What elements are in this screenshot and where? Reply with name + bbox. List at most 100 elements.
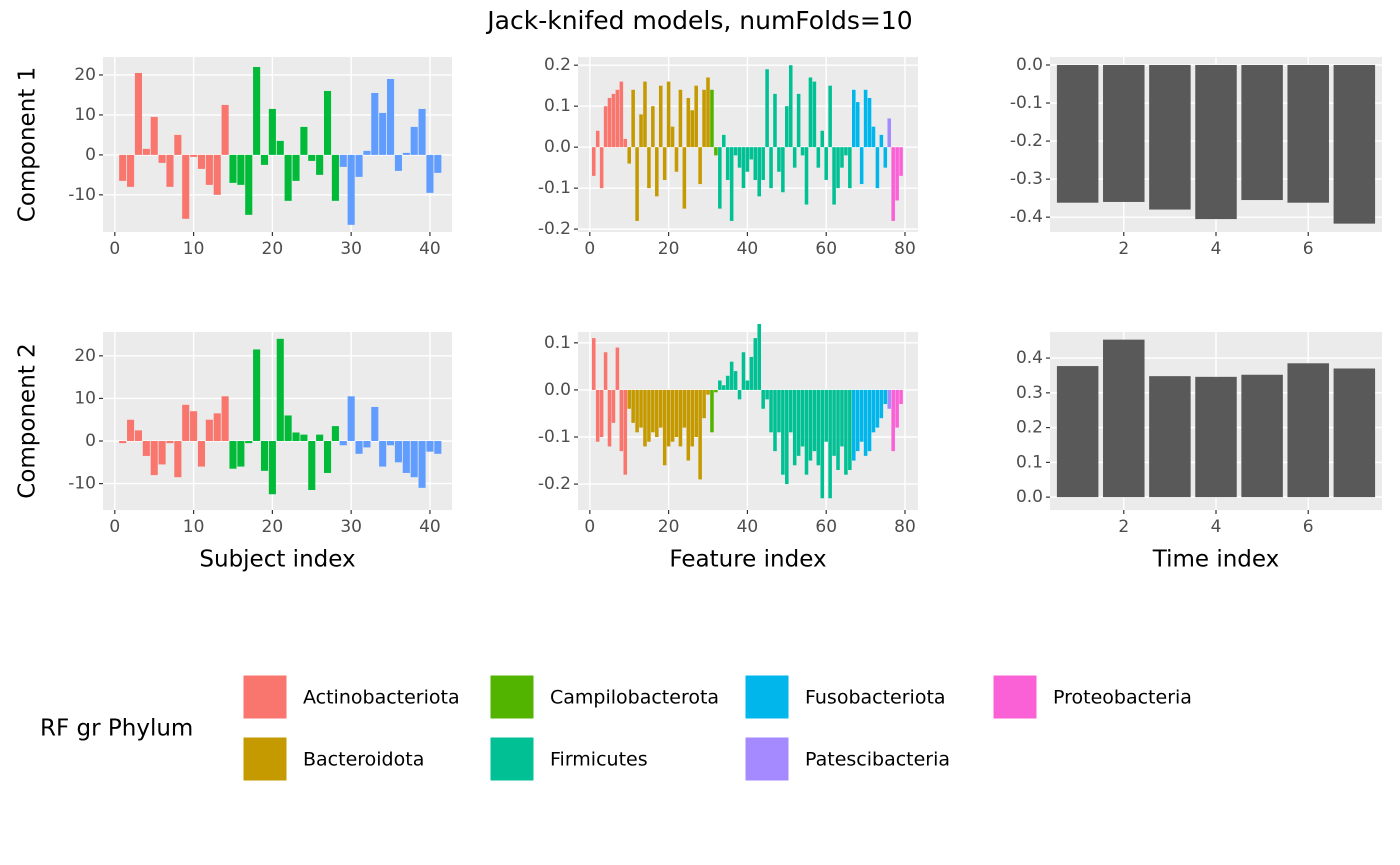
bar	[142, 441, 150, 456]
bar	[434, 441, 442, 454]
x-tick-label: 30	[340, 517, 362, 537]
bar	[804, 147, 809, 205]
bar	[347, 396, 355, 442]
y-tick-label: 20	[74, 346, 96, 366]
bar	[363, 441, 371, 448]
bar	[698, 389, 702, 480]
y-tick-label: -0.2	[538, 219, 571, 239]
bar	[394, 154, 402, 171]
bar	[698, 147, 702, 185]
legend-label: Bacteroidota	[303, 749, 424, 771]
y-axis-title: Component 2	[15, 343, 41, 498]
bar	[800, 147, 805, 156]
bar	[844, 389, 848, 475]
bar	[852, 389, 856, 461]
bar	[213, 154, 221, 195]
bar	[785, 106, 789, 148]
bar	[686, 97, 691, 148]
bar	[127, 419, 135, 442]
legend-key	[744, 736, 790, 782]
bar	[899, 389, 903, 405]
bar	[694, 389, 698, 438]
bar	[595, 130, 600, 148]
bar	[205, 419, 213, 442]
bar	[237, 441, 245, 467]
bar	[840, 389, 844, 447]
bar	[855, 389, 860, 452]
bar	[119, 154, 127, 181]
y-tick-label: -0.2	[1010, 131, 1043, 151]
bar	[323, 90, 332, 155]
bar	[765, 389, 769, 400]
bar	[607, 389, 612, 447]
y-tick-label: -0.1	[538, 427, 571, 447]
bar	[674, 389, 679, 438]
y-tick-label: 10	[74, 105, 96, 125]
bar	[662, 389, 667, 466]
bar	[828, 389, 832, 499]
x-tick-label: 20	[658, 517, 680, 537]
figure-title: Jack-knifed models, numFolds=10	[485, 6, 912, 35]
bar	[745, 147, 750, 172]
bar	[788, 389, 793, 433]
y-axis-title: Component 1	[15, 67, 41, 222]
x-axis-title: Time index	[1152, 547, 1280, 573]
bar	[678, 89, 683, 148]
bar	[804, 389, 809, 475]
bar	[134, 430, 142, 442]
x-tick-label: 2	[1118, 239, 1129, 259]
bar	[812, 389, 817, 452]
y-tick-label: 0.0	[1016, 487, 1043, 507]
legend-key	[242, 736, 288, 782]
x-tick-label: 4	[1211, 239, 1222, 259]
bar	[773, 93, 777, 148]
y-tick-label: -0.1	[538, 178, 571, 198]
bar	[387, 78, 395, 155]
bar	[875, 389, 880, 428]
legend-label: Campilobacterota	[550, 687, 719, 709]
bar	[607, 97, 612, 148]
y-tick-label: -0.1	[1010, 93, 1043, 113]
bar	[678, 389, 683, 447]
legend-label: Actinobacteriota	[303, 687, 460, 709]
bar	[635, 147, 639, 221]
bar	[615, 347, 620, 390]
bar	[316, 434, 324, 442]
bar	[142, 148, 150, 155]
bar	[891, 389, 895, 452]
bar	[666, 81, 671, 148]
bar	[879, 134, 884, 148]
bar	[725, 375, 730, 390]
bar	[710, 89, 714, 148]
bar	[174, 134, 182, 155]
x-tick-label: 6	[1303, 517, 1314, 537]
bar	[773, 389, 777, 452]
x-tick-label: 40	[737, 239, 759, 259]
bar	[599, 147, 604, 189]
bar	[1287, 64, 1329, 203]
x-axis-title: Feature index	[669, 547, 826, 573]
bar	[875, 147, 880, 189]
bar	[883, 389, 888, 405]
bar	[844, 147, 848, 156]
bar	[651, 106, 655, 148]
bar	[733, 147, 738, 156]
bar	[611, 389, 616, 423]
legend-label: Proteobacteria	[1053, 687, 1192, 709]
bar	[761, 147, 765, 180]
bar	[1287, 363, 1329, 498]
y-tick-label: 0	[85, 145, 96, 165]
bar	[718, 147, 722, 209]
bar	[355, 154, 363, 177]
bar	[753, 338, 758, 390]
bar	[134, 72, 142, 155]
y-tick-label: -10	[68, 185, 96, 205]
bar	[859, 147, 864, 185]
bar	[276, 338, 284, 442]
bar	[729, 361, 734, 390]
x-tick-label: 0	[584, 517, 595, 537]
bar	[603, 106, 608, 148]
x-tick-label: 10	[183, 517, 205, 537]
x-tick-label: 0	[109, 239, 120, 259]
